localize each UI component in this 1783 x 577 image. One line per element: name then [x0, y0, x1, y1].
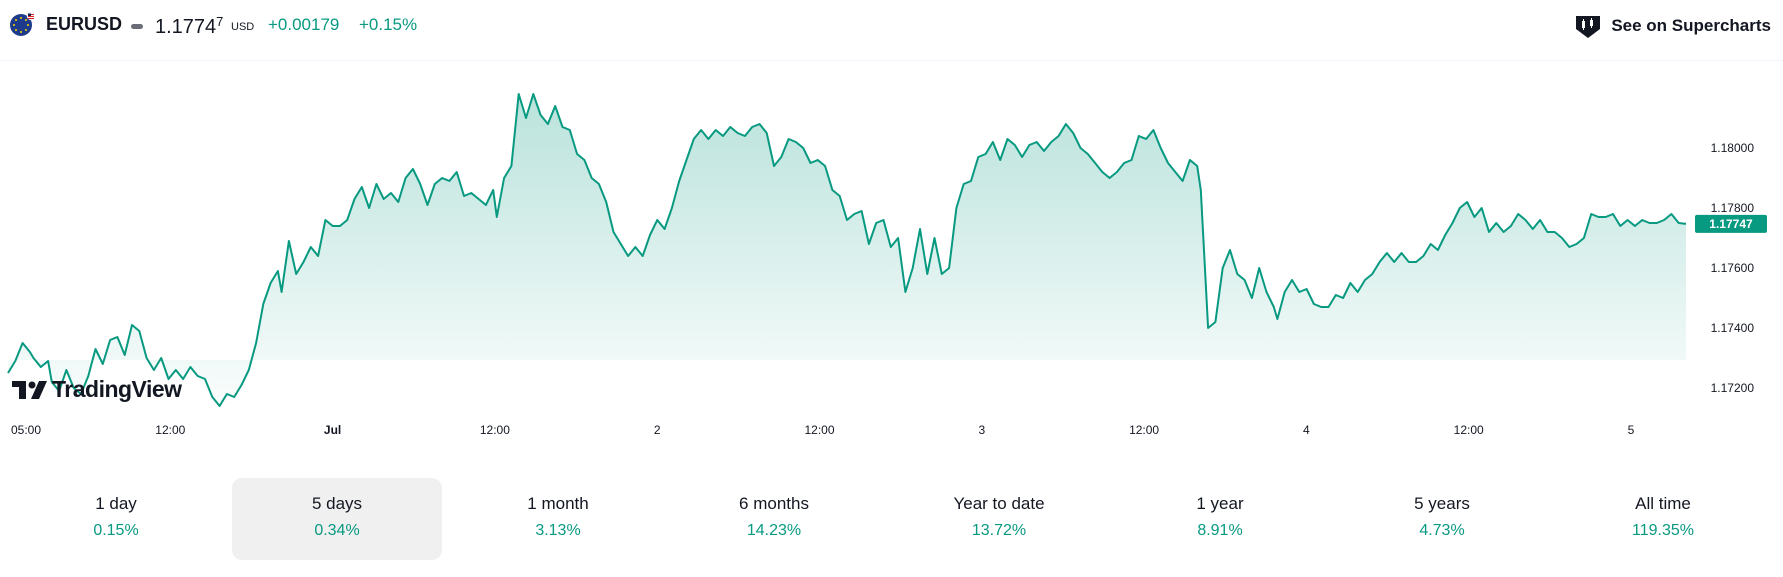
last-price-marker: 1.17747	[1695, 214, 1767, 233]
y-tick-label: 1.17400	[1711, 321, 1755, 335]
x-tick-label: 12:00	[804, 423, 834, 437]
x-tick-label: 12:00	[1129, 423, 1159, 437]
symbol-header: EURUSD 1.17747 USD +0.00179 +0.15% See o…	[0, 0, 1783, 61]
x-tick-label: Jul	[324, 423, 341, 437]
eu-us-flag-icon	[10, 12, 34, 36]
period-label: 5 days	[311, 494, 363, 513]
x-tick-label: 05:00	[11, 423, 41, 437]
period-label: 6 months	[739, 494, 809, 513]
x-axis: 05:00 12:00 Jul 12:00 2 12:00 3 12:00 4 12:00 5	[11, 423, 1635, 437]
y-axis: 1.17200 1.17400 1.17600 1.17800 1.18000	[1711, 141, 1755, 395]
period-5-days-button[interactable]: 5 days 0.34%	[232, 478, 442, 560]
period-change-value: 13.72%	[971, 522, 1027, 539]
period-label: All time	[1635, 494, 1691, 513]
logo-text: TradingView	[52, 376, 182, 402]
last-price-label: 1.17747	[1709, 217, 1753, 231]
y-tick-label: 1.18000	[1711, 141, 1755, 155]
period-change-value: 0.15%	[93, 522, 139, 539]
y-tick-label: 1.17600	[1711, 261, 1755, 275]
price-line	[7, 93, 1687, 407]
period-change-value: 0.34%	[314, 522, 360, 539]
x-tick-label: 4	[1303, 423, 1310, 437]
tradingview-logo: TradingView	[12, 376, 182, 403]
period-change-value: 8.91%	[1197, 522, 1243, 539]
period-1-day-button[interactable]: 1 day 0.15%	[11, 478, 221, 560]
x-tick-label: 12:00	[480, 423, 510, 437]
x-tick-label: 3	[978, 423, 985, 437]
price-area-fill	[8, 94, 1686, 406]
period-label: 1 month	[527, 494, 589, 513]
x-tick-label: 12:00	[1454, 423, 1484, 437]
period-label: 5 years	[1414, 494, 1470, 513]
price-chart[interactable]: 1.17200 1.17400 1.17600 1.17800 1.18000 05:0…	[0, 60, 1783, 460]
price-change-percent: +0.15%	[359, 15, 418, 34]
supercharts-icon	[1576, 16, 1601, 38]
period-change-value: 14.23%	[746, 522, 802, 539]
last-price-tag	[1695, 214, 1767, 233]
period-label: 1 year	[1196, 494, 1244, 513]
period-label: Year to date	[953, 494, 1045, 513]
see-on-supercharts-button[interactable]: See on Supercharts	[1573, 10, 1771, 42]
tradingview-logo-icon	[12, 380, 47, 399]
market-status-icon	[131, 24, 143, 29]
period-change-value: 119.35%	[1632, 522, 1694, 539]
y-tick-label: 1.17800	[1711, 201, 1755, 215]
period-all-time-button[interactable]: All time 119.35%	[1558, 478, 1768, 560]
last-price: 1.17747	[155, 14, 223, 39]
y-tick-label: 1.17200	[1711, 381, 1755, 395]
price-main: 1.1774	[155, 16, 217, 38]
supercharts-label: See on Supercharts	[1611, 16, 1771, 35]
period-6-months-button[interactable]: 6 months 14.23%	[669, 478, 879, 560]
x-tick-label: 2	[654, 423, 661, 437]
symbol-name: EURUSD	[46, 14, 123, 34]
price-change: +0.00179	[268, 15, 340, 34]
period-change-value: 3.13%	[535, 522, 581, 539]
period-selector: 1 day 0.15% 5 days 0.34% 1 month 3.13% 6 month…	[0, 478, 1783, 560]
currency-label: USD	[231, 21, 255, 33]
period-5-years-button[interactable]: 5 years 4.73%	[1337, 478, 1547, 560]
period-label: 1 day	[95, 494, 137, 513]
period-1-year-button[interactable]: 1 year 8.91%	[1115, 478, 1325, 560]
period-change-value: 4.73%	[1419, 522, 1465, 539]
x-tick-label: 12:00	[155, 423, 185, 437]
period-year-to-date-button[interactable]: Year to date 13.72%	[894, 478, 1104, 560]
price-fraction: 7	[216, 14, 224, 29]
period-1-month-button[interactable]: 1 month 3.13%	[453, 478, 663, 560]
x-tick-label: 5	[1628, 423, 1635, 437]
